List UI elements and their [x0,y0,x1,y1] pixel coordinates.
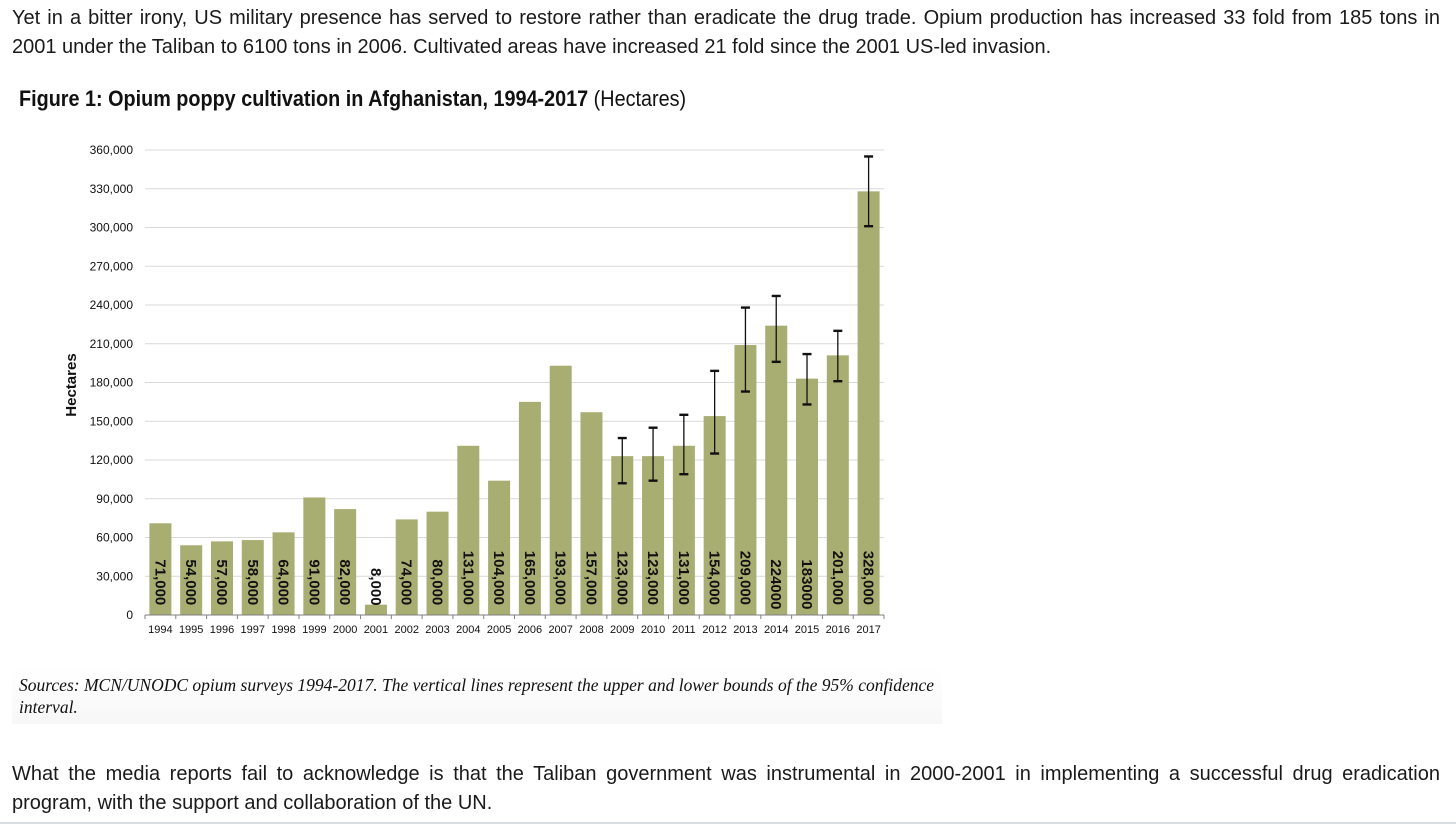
x-tick-label: 1995 [179,624,203,636]
bar [672,445,695,615]
x-tick-label: 2001 [364,624,388,636]
x-tick-label: 2017 [856,624,880,636]
bar-data-label: 123,000 [644,551,661,605]
bar-data-label: 154,000 [706,551,723,605]
bar [703,416,726,615]
x-tick-label: 2011 [672,624,696,636]
x-tick-label: 1997 [241,624,265,636]
bar [180,545,203,615]
bar-data-label: 57,000 [213,559,230,605]
bar-data-label: 71,000 [151,559,168,605]
y-tick-label: 90,000 [96,492,133,506]
y-tick-label: 300,000 [90,221,134,235]
bar-data-label: 58,000 [244,559,261,605]
bar [303,497,326,615]
x-tick-label: 2010 [641,624,665,636]
y-tick-label: 180,000 [90,376,134,390]
bar-data-label: 64,000 [275,559,292,605]
bar-data-label: 82,000 [336,559,353,605]
bar-data-label: 54,000 [182,559,199,605]
bar [826,355,849,615]
x-tick-label: 2006 [518,624,542,636]
x-tick-label: 1998 [271,624,295,636]
bar [149,523,172,615]
bar-data-label: 131,000 [675,551,692,605]
bar-data-label: 328,000 [860,551,877,605]
bar [549,365,572,615]
y-tick-label: 120,000 [90,453,134,467]
x-tick-label: 1996 [210,624,234,636]
bar [241,540,264,615]
figure-title: Figure 1: Opium poppy cultivation in Afg… [19,86,686,112]
x-tick-label: 2015 [795,624,819,636]
x-tick-label: 2007 [548,624,572,636]
bar [734,345,757,615]
x-tick-label: 1999 [302,624,326,636]
bar-data-label: 80,000 [429,559,446,605]
y-tick-label: 60,000 [96,531,133,545]
bar [210,541,233,615]
bar-data-label: 123,000 [613,551,630,605]
bar-data-label: 104,000 [490,551,507,605]
bar [488,480,511,615]
y-tick-label: 330,000 [90,182,134,196]
x-tick-label: 2000 [333,624,357,636]
y-tick-label: 360,000 [90,143,134,157]
bar-data-label: 91,000 [305,559,322,605]
bar [457,445,480,615]
bar [796,378,819,615]
y-tick-label: 30,000 [96,569,133,583]
figure-title-main: Figure 1: Opium poppy cultivation in Afg… [19,86,589,111]
bar-data-label: 209,000 [736,551,753,605]
y-axis-title: Hectares [63,353,80,416]
bar [580,412,603,615]
x-tick-label: 2012 [702,624,726,636]
bar [765,325,788,615]
bar-data-label: 224000 [767,559,784,609]
bar-data-label: 183000 [798,559,815,609]
bar-data-label: 201,000 [829,551,846,605]
x-tick-label: 2005 [487,624,511,636]
bottom-divider [0,822,1456,824]
bar [272,532,295,615]
intro-paragraph: Yet in a bitter irony, US military prese… [12,7,1440,58]
x-tick-label: 2013 [733,624,757,636]
figure-sources-caption: Sources: MCN/UNODC opium surveys 1994-20… [19,675,934,717]
bar [426,511,449,615]
closing-paragraph: What the media reports fail to acknowled… [12,763,1440,814]
x-tick-label: 2008 [579,624,603,636]
x-tick-label: 2004 [456,624,480,636]
bar-data-label: 8,000 [367,568,384,606]
bar [611,456,634,615]
bar [857,191,880,616]
bar-data-label: 131,000 [459,551,476,605]
bar [642,456,665,615]
y-tick-label: 210,000 [90,337,134,351]
y-tick-label: 270,000 [90,259,134,273]
bar-data-label: 157,000 [582,551,599,605]
x-tick-label: 2009 [610,624,634,636]
x-tick-label: 2002 [394,624,418,636]
bar-data-label: 165,000 [521,551,538,605]
bar [334,509,357,615]
y-tick-label: 0 [126,608,133,622]
bar-data-label: 74,000 [398,559,415,605]
bar [364,604,387,615]
y-tick-label: 150,000 [90,414,134,428]
x-tick-label: 1994 [148,624,172,636]
bar [395,519,418,615]
sources-background [12,668,942,724]
y-tick-label: 240,000 [90,298,134,312]
figure-title-unit: (Hectares) [593,86,687,111]
bar [518,401,541,615]
x-tick-label: 2016 [826,624,850,636]
opium-cultivation-bar-chart: 0 30,000 60,000 90,000 120,000 150,000 180,000… [63,143,885,636]
x-tick-label: 2014 [764,624,788,636]
x-tick-label: 2003 [425,624,449,636]
bar-data-label: 193,000 [552,551,569,605]
